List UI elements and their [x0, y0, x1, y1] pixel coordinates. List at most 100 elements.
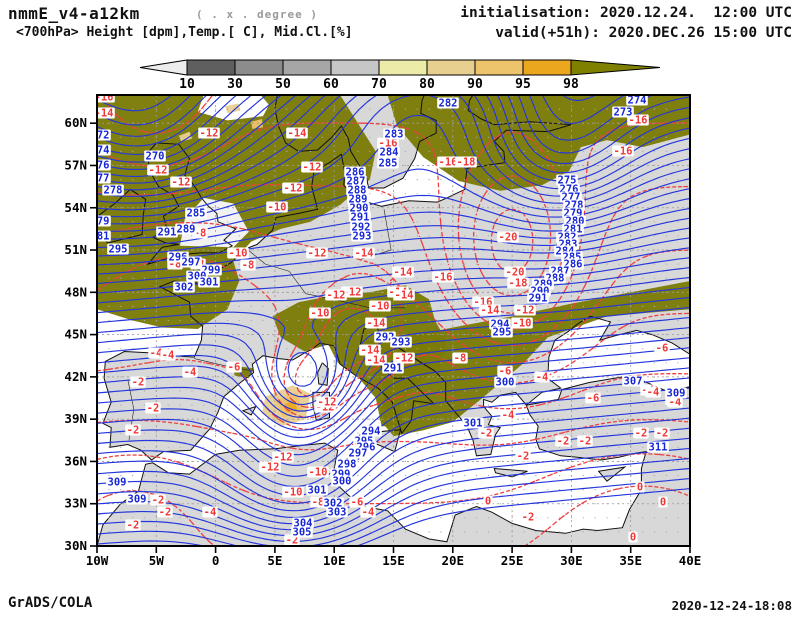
- temp-label-box: [170, 176, 192, 188]
- height-label-box: [462, 417, 484, 429]
- height-label-box: [437, 97, 459, 109]
- lon-axis-label: 40E: [679, 553, 702, 568]
- temp-label: -18: [457, 157, 476, 169]
- height-label: 283: [385, 129, 404, 141]
- lat-axis-label: 54N: [64, 200, 87, 215]
- height-label-box: [382, 362, 404, 374]
- temp-label-box: [310, 496, 326, 508]
- height-label-box: [390, 336, 412, 348]
- temp-label: -10: [311, 308, 330, 320]
- height-label: 273: [614, 107, 633, 119]
- temp-label: -18: [509, 278, 528, 290]
- colorbar-tick-label: 80: [419, 77, 435, 92]
- temp-label-box: [479, 304, 501, 316]
- temp-label-box: [286, 127, 308, 139]
- temp-label: -2: [132, 377, 145, 389]
- temp-label-box: [455, 156, 477, 168]
- temp-label: -4: [150, 348, 163, 360]
- temp-label: 0: [485, 496, 491, 508]
- lon-axis-label: 10W: [86, 553, 109, 568]
- temp-label: -10: [268, 202, 287, 214]
- height-label: 309: [667, 388, 686, 400]
- temp-label: -16: [95, 92, 114, 104]
- height-label: 274: [628, 95, 647, 107]
- temp-label: -4: [204, 507, 217, 519]
- temp-label: -2: [480, 428, 493, 440]
- height-label-box: [556, 174, 578, 186]
- grads-credit: GrADS/COLA: [8, 595, 93, 611]
- height-label: 311: [649, 442, 668, 454]
- temp-label-box: [365, 354, 387, 366]
- temp-label: -12: [274, 452, 293, 464]
- height-label-box: [527, 292, 549, 304]
- height-label-box: [292, 517, 314, 529]
- height-label: 309: [108, 477, 127, 489]
- height-label-box: [622, 375, 644, 387]
- height-label-box: [106, 476, 128, 488]
- temp-label: -2: [286, 535, 299, 547]
- temp-label-box: [309, 307, 331, 319]
- temp-label-box: [349, 496, 365, 508]
- temp-label: -12: [303, 162, 322, 174]
- height-label-box: [351, 230, 373, 242]
- height-label-box: [175, 223, 197, 235]
- height-label-box: [349, 211, 371, 223]
- colorbar-segment: [330, 59, 380, 76]
- temp-label-box: [272, 451, 294, 463]
- temp-label: -10: [371, 301, 390, 313]
- height-label-box: [306, 484, 328, 496]
- temp-label-box: [511, 317, 533, 329]
- temp-label: -10: [284, 487, 303, 499]
- height-label: 291: [351, 212, 370, 224]
- height-label: 293: [353, 231, 372, 243]
- temp-label-box: [157, 506, 173, 518]
- country-border: [246, 248, 306, 294]
- temp-label: -14: [95, 108, 114, 120]
- colorbar-tick-label: 70: [371, 77, 387, 92]
- temp-label-box: [325, 289, 347, 301]
- temp-label-box: [316, 396, 338, 408]
- temp-label-box: [148, 347, 164, 359]
- lat-axis-label: 42N: [64, 369, 87, 384]
- temp-label-box: [353, 247, 375, 259]
- temp-label: -6: [228, 362, 241, 374]
- colorbar-tick-label: 60: [323, 77, 339, 92]
- colorbar-segment: [378, 59, 428, 76]
- coastline: [274, 95, 437, 189]
- height-label-box: [347, 447, 369, 459]
- colorbar-tick-label: 10: [179, 77, 195, 92]
- temp-label-box: [504, 266, 526, 278]
- temp-label-box: [125, 519, 141, 531]
- grid-note: ( . x . degree ): [196, 8, 318, 21]
- height-label-box: [494, 376, 516, 388]
- temp-label-box: [365, 317, 387, 329]
- height-label: 309: [128, 494, 147, 506]
- temp-label-box: [369, 300, 391, 312]
- temp-label-box: [452, 352, 468, 364]
- height-label-box: [126, 493, 148, 505]
- temp-label: -12: [284, 183, 303, 195]
- height-label-box: [612, 106, 634, 118]
- temp-label: -10: [309, 467, 328, 479]
- country-border: [194, 358, 254, 372]
- land-africa-anatolia: [97, 375, 690, 546]
- temp-label: 0: [660, 497, 666, 509]
- temp-label: -4: [184, 367, 197, 379]
- temp-label-box: [555, 435, 571, 447]
- colorbar-tick-label: 50: [275, 77, 291, 92]
- height-label: 291: [529, 293, 548, 305]
- height-label: 284: [380, 147, 399, 159]
- colorbar-segment: [186, 59, 236, 76]
- cloud-patch: [251, 119, 263, 129]
- height-label: 289: [177, 224, 196, 236]
- colorbar-tick-label: 95: [515, 77, 531, 92]
- height-label: 301: [308, 485, 327, 497]
- temp-label: -14: [355, 248, 374, 260]
- height-label-box: [97, 230, 111, 242]
- temp-label-box: [483, 495, 493, 507]
- temp-label: 0: [630, 532, 636, 544]
- temp-label: -8: [312, 497, 325, 509]
- temp-label-box: [478, 427, 494, 439]
